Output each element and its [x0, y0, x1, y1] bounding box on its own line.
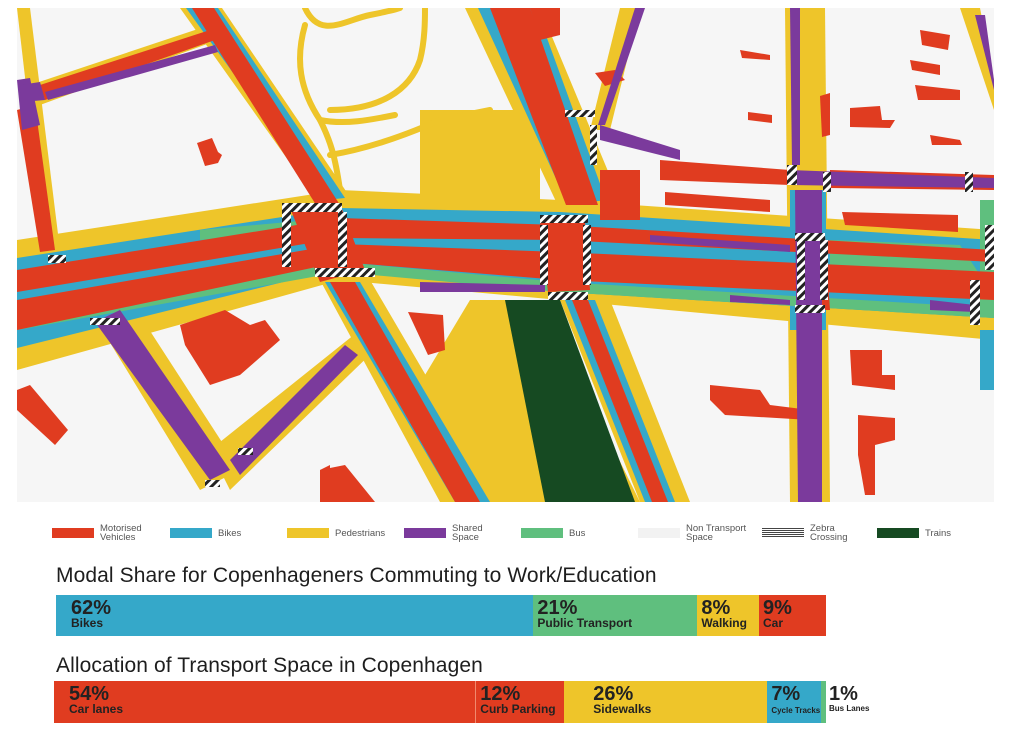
segment-label: Car	[762, 616, 783, 630]
segment-label: Car lanes	[69, 702, 124, 716]
segment-label: Walking	[701, 616, 747, 630]
segment-pct: 12%	[480, 683, 521, 705]
segment-walking: 8% Walking	[697, 595, 759, 636]
segment-pct: 62%	[71, 597, 112, 619]
segment-bus-lanes	[821, 681, 826, 723]
segment-pct: 54%	[69, 683, 110, 705]
transport-space-map	[17, 8, 994, 502]
legend-swatch-pedestrians	[287, 528, 329, 538]
legend-swatch-non-transport	[638, 528, 680, 538]
segment-pct: 9%	[762, 597, 792, 619]
legend-swatch-zebra	[762, 528, 804, 538]
segment-label: Public Transport	[537, 616, 633, 630]
legend-label: Non Transport Space	[686, 523, 747, 543]
segment-label: Bikes	[71, 616, 104, 630]
legend-item-pedestrians: Pedestrians	[287, 520, 385, 546]
segment-pct: 26%	[593, 683, 634, 705]
segment-pct: 7%	[771, 683, 801, 705]
legend-swatch-bikes	[170, 528, 212, 538]
modal-share-title: Modal Share for Copenhageners Commuting …	[56, 564, 657, 587]
segment-car-lanes: 54% Car lanes	[54, 681, 477, 723]
legend-item-bikes: Bikes	[170, 520, 241, 546]
legend-swatch-trains	[877, 528, 919, 538]
segment-label: Cycle Tracks	[771, 706, 821, 715]
legend-item-shared-space: Shared Space	[404, 520, 483, 546]
legend-label: Zebra Crossing	[810, 523, 848, 543]
allocation-bar: 54% Car lanes 12% Curb Parking 26% Sidew…	[54, 681, 826, 723]
legend-label: Bus	[569, 527, 586, 539]
segment-public-transport: 21% Public Transport	[533, 595, 698, 636]
bus-lanes-annotation: 1% Bus Lanes	[829, 684, 869, 714]
segment-label: Sidewalks	[593, 702, 652, 716]
legend-swatch-bus	[521, 528, 563, 538]
segment-pct: 8%	[701, 597, 731, 619]
legend-item-trains: Trains	[877, 520, 951, 546]
legend-label: Shared Space	[452, 523, 483, 543]
legend-label: Trains	[925, 527, 952, 539]
segment-pct: 21%	[537, 597, 578, 619]
legend-label: Motorised Vehicles	[100, 523, 142, 543]
legend-item-zebra: Zebra Crossing	[762, 520, 848, 546]
map-legend: Motorised Vehicles Bikes Pedestrians Sha…	[0, 520, 1010, 546]
segment-label: Bus Lanes	[829, 704, 870, 713]
segment-car: 9% Car	[758, 595, 826, 636]
legend-label: Pedestrians	[335, 527, 386, 539]
legend-label: Bikes	[218, 527, 242, 539]
legend-item-non-transport: Non Transport Space	[638, 520, 746, 546]
segment-bikes: 62% Bikes	[56, 595, 534, 636]
allocation-title: Allocation of Transport Space in Copenha…	[56, 654, 483, 677]
segment-cycle-tracks: 7% Cycle Tracks	[767, 681, 822, 723]
segment-pct: 1%	[829, 683, 858, 705]
legend-item-motorised: Motorised Vehicles	[52, 520, 142, 546]
legend-swatch-motorised	[52, 528, 94, 538]
segment-curb-parking: 12% Curb Parking	[476, 681, 565, 723]
segment-label: Curb Parking	[480, 702, 556, 716]
legend-swatch-shared	[404, 528, 446, 538]
legend-item-bus: Bus	[521, 520, 585, 546]
segment-sidewalks: 26% Sidewalks	[564, 681, 768, 723]
modal-share-bar: 62% Bikes 21% Public Transport 8% Walkin…	[56, 595, 826, 636]
